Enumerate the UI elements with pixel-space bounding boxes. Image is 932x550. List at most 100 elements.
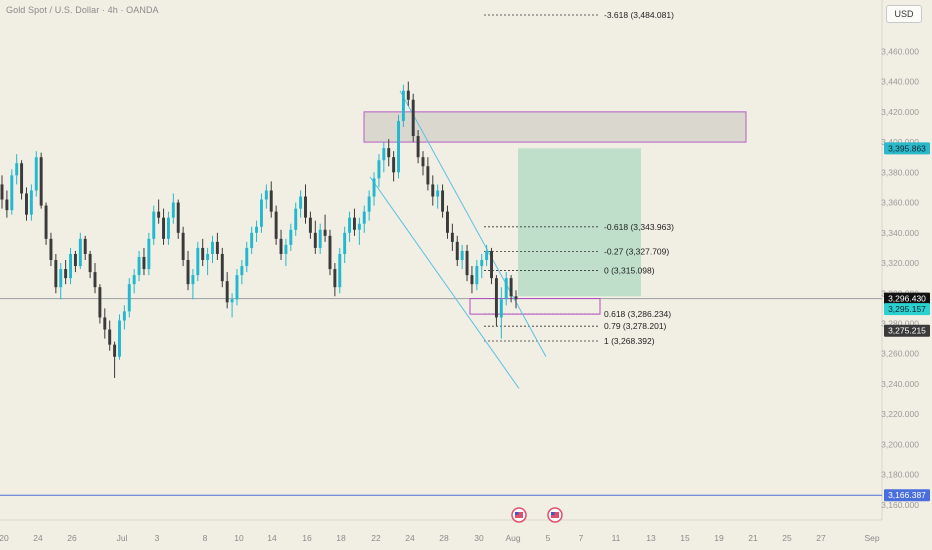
candle-body (436, 190, 440, 197)
x-tick-label: 18 (336, 533, 346, 543)
y-tick-label: 3,160.000 (881, 500, 919, 510)
fib-level-label: 0.618 (3,286.234) (604, 309, 671, 319)
candle-body (171, 202, 175, 218)
candle-body (196, 247, 200, 276)
candle-body (88, 253, 92, 273)
candle-body (445, 211, 449, 233)
candle-body (29, 190, 33, 215)
y-tick-label: 3,200.000 (881, 439, 919, 449)
fib-level-label: 1 (3,268.392) (604, 336, 655, 346)
candle-body (255, 226, 259, 233)
candle-body (93, 272, 97, 288)
flag-canton-icon (515, 512, 519, 515)
candle-body (10, 175, 14, 211)
x-tick-label: 14 (267, 533, 277, 543)
candle-body (245, 247, 249, 267)
y-tick-label: 3,320.000 (881, 258, 919, 268)
target-price-tag-bg (884, 142, 930, 155)
candle-body (299, 196, 303, 209)
candle-body (406, 90, 410, 100)
candle-body (499, 299, 503, 318)
flag-stripes-icon (551, 512, 559, 518)
candle-body (431, 184, 435, 197)
y-tick-label: 3,180.000 (881, 470, 919, 480)
x-tick-label: 3 (155, 533, 160, 543)
symbol-title: Gold Spot / U.S. Dollar · 4h · OANDA (6, 5, 159, 15)
candle-body (294, 208, 298, 230)
candle-body (147, 238, 151, 270)
x-tick-label: 10 (234, 533, 244, 543)
x-tick-label: 28 (439, 533, 449, 543)
candle-body (127, 284, 131, 312)
level-price-tag: 3,275.215 (888, 326, 926, 336)
candle-body (470, 275, 474, 285)
candle-body (269, 190, 273, 212)
candle-body (220, 253, 224, 282)
candle-body (460, 250, 464, 260)
candle-body (235, 275, 239, 300)
candle-body (416, 136, 420, 158)
x-tick-label: 16 (302, 533, 312, 543)
candle-body (98, 287, 102, 318)
candle-body (392, 157, 396, 173)
candle-body (279, 238, 283, 254)
y-tick-label: 3,460.000 (881, 46, 919, 56)
candle-body (382, 148, 386, 161)
candle-body (465, 250, 469, 276)
candle-body (475, 266, 479, 285)
candle-body (377, 160, 381, 179)
y-tick-label: 3,260.000 (881, 349, 919, 359)
channel-upper-line[interactable] (399, 90, 547, 357)
candle-body (490, 250, 493, 279)
y-tick-label: 3,400.000 (881, 137, 919, 147)
target-price-tag: 3,395.863 (888, 143, 926, 153)
low-price-tag: 3,166.387 (888, 490, 926, 500)
candle-body (514, 296, 518, 300)
flag-stripes-icon (515, 512, 523, 518)
supply-zone-box[interactable] (363, 111, 747, 143)
x-tick-label: Jul (117, 533, 128, 543)
candle-body (78, 238, 82, 267)
x-tick-label: 30 (474, 533, 484, 543)
candle-body (304, 196, 307, 218)
candle-body (338, 253, 342, 288)
candle-body (103, 317, 107, 330)
candle-body (504, 278, 508, 300)
candle-body (441, 190, 445, 212)
candle-body (308, 217, 312, 233)
candle-body (362, 211, 366, 224)
candle-body (485, 250, 489, 260)
x-tick-label: 11 (612, 533, 621, 543)
y-tick-label: 3,220.000 (881, 409, 919, 419)
candle-body (240, 266, 244, 276)
currency-button[interactable]: USD (886, 5, 922, 23)
candle-body (323, 229, 327, 236)
x-tick-label: Sep (864, 533, 879, 543)
target-zone[interactable] (518, 148, 641, 297)
candle-body (450, 232, 454, 242)
x-tick-label: 25 (782, 533, 792, 543)
candle-body (15, 163, 19, 176)
candle-body (387, 148, 391, 158)
retest-zone-box[interactable] (469, 298, 601, 315)
x-tick-label: 13 (646, 533, 656, 543)
candle-body (54, 260, 58, 288)
candle-body (357, 223, 361, 230)
candle-body (372, 178, 376, 197)
candle-body (480, 260, 484, 267)
candle-body (83, 238, 87, 254)
candle-body (352, 217, 356, 230)
candle-body (289, 229, 293, 245)
fib-level-label: -0.618 (3,343.963) (604, 222, 674, 232)
y-tick-label: 3,280.000 (881, 318, 919, 328)
y-tick-label: 3,380.000 (881, 167, 919, 177)
candle-body (367, 196, 371, 212)
x-tick-label: 20 (0, 533, 9, 543)
x-tick-label: 15 (680, 533, 690, 543)
candle-body (333, 269, 337, 288)
candle-body (142, 256, 146, 270)
low-price-tag-bg (884, 489, 930, 502)
channel-lower-line[interactable] (369, 176, 520, 389)
candle-body (64, 269, 68, 279)
